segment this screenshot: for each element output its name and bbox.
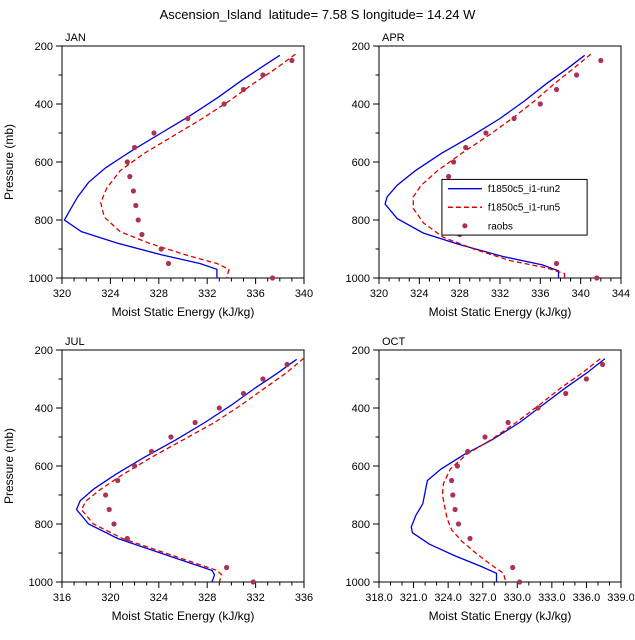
x-tick-label: 324 [101,288,119,300]
y-tick-label: 800 [352,519,370,531]
x-tick-label: 321.0 [400,592,428,604]
chart-panel-apr: 320 324 328 332 336 340 344 200 400 600 800 1000 APR… [346,32,631,319]
x-axis-label: Moist Static Energy (kJ/kg) [112,609,255,623]
x-axis: 318.0 321.0 324.0 327.0 330.0 333.0 336.0 339.0 [365,582,634,604]
series-line-f1850c5_i1-run5 [441,358,601,583]
x-tick-label: 320 [53,288,71,300]
y-tick-label: 600 [35,157,53,169]
panel-title: OCT [382,336,406,348]
x-tick-label: 328 [198,592,216,604]
legend-label: raobs [488,221,513,232]
x-tick-label: 336 [295,592,313,604]
y-tick-label: 600 [352,461,370,473]
x-axis: 316 320 324 328 332 336 [53,582,313,604]
y-axis: 200 400 600 800 1000 [29,41,62,285]
y-axis: 200 400 600 800 1000 [346,345,379,589]
y-tick-label: 1000 [29,273,53,285]
y-tick-label: 1000 [29,577,53,589]
y-tick-label: 600 [35,461,53,473]
series-line-f1850c5_i1-run5 [100,53,296,279]
x-tick-label: 344 [612,288,630,300]
y-tick-label: 400 [35,99,53,111]
y-tick-label: 200 [352,41,370,53]
legend-label: f1850c5_i1-run5 [488,203,561,214]
y-tick-label: 200 [352,345,370,357]
x-tick-label: 332 [198,288,216,300]
x-tick-label: 327.0 [469,592,497,604]
plot-frame [61,45,305,279]
x-tick-label: 324.0 [434,592,462,604]
y-tick-label: 200 [35,345,53,357]
series-line-f1850c5_i1-run2 [410,358,606,582]
chart-panel-jul: 316 320 324 328 332 336 200 400 600 800 1000 JUL Moi… [2,336,313,623]
x-axis-label: Moist Static Energy (kJ/kg) [429,609,572,623]
x-tick-label: 316 [53,592,71,604]
x-tick-label: 318.0 [365,592,393,604]
y-tick-label: 600 [352,157,370,169]
x-tick-label: 328 [450,288,468,300]
chart-grid: 320 324 328 332 336 340 200 400 600 800 1000 JAN Moi… [0,26,635,634]
x-tick-label: 332 [491,288,509,300]
series-line-f1850c5_i1-run2 [75,358,298,583]
x-tick-label: 324 [150,592,168,604]
y-tick-label: 1000 [346,273,370,285]
y-tick-label: 400 [35,403,53,415]
y-tick-label: 200 [35,41,53,53]
series-line-f1850c5_i1-run5 [412,53,592,278]
y-tick-label: 400 [352,403,370,415]
x-tick-label: 340 [295,288,313,300]
series-line-f1850c5_i1-run2 [384,54,586,278]
y-tick-label: 400 [352,99,370,111]
x-tick-label: 336.0 [573,592,601,604]
x-tick-label: 320 [101,592,119,604]
x-axis: 320 324 328 332 336 340 344 [370,278,630,300]
x-tick-label: 332 [246,592,264,604]
x-tick-label: 330.0 [504,592,532,604]
y-tick-label: 800 [35,215,53,227]
x-axis-label: Moist Static Energy (kJ/kg) [112,305,255,319]
x-axis: 320 324 328 332 336 340 [53,278,313,300]
legend-sample-raobs [462,223,468,229]
series-points-raobs [124,57,295,281]
x-axis-label: Moist Static Energy (kJ/kg) [429,305,572,319]
legend-label: f1850c5_i1-run2 [488,184,561,195]
x-tick-label: 339.0 [607,592,634,604]
panel-title: JAN [65,32,86,44]
y-axis: 200 400 600 800 1000 [29,345,62,589]
series-line-f1850c5_i1-run5 [80,357,305,583]
x-tick-label: 336 [531,288,549,300]
y-axis: 200 400 600 800 1000 [346,41,379,285]
x-tick-label: 324 [410,288,428,300]
series-points-raobs [449,361,606,585]
x-tick-label: 333.0 [538,592,566,604]
x-tick-label: 320 [370,288,388,300]
series-points-raobs [103,361,290,585]
x-tick-label: 328 [150,288,168,300]
plot-frame [61,349,305,583]
figure-title: Ascension_Island latitude= 7.58 S longit… [159,7,476,22]
y-axis-label: Pressure (mb) [2,124,16,200]
plot-frame [378,45,622,279]
y-tick-label: 1000 [346,577,370,589]
series-line-f1850c5_i1-run2 [63,54,281,278]
chart-panel-oct: 318.0 321.0 324.0 327.0 330.0 333.0 336.0 339.0… [346,336,634,623]
y-tick-label: 800 [35,519,53,531]
plot-frame [378,349,622,583]
y-tick-label: 800 [352,215,370,227]
x-tick-label: 340 [571,288,589,300]
y-axis-label: Pressure (mb) [2,428,16,504]
chart-panel-jan: 320 324 328 332 336 340 200 400 600 800 1000 JAN Moi… [2,32,313,319]
x-tick-label: 336 [246,288,264,300]
panel-title: JUL [65,336,85,348]
panel-title: APR [382,32,405,44]
